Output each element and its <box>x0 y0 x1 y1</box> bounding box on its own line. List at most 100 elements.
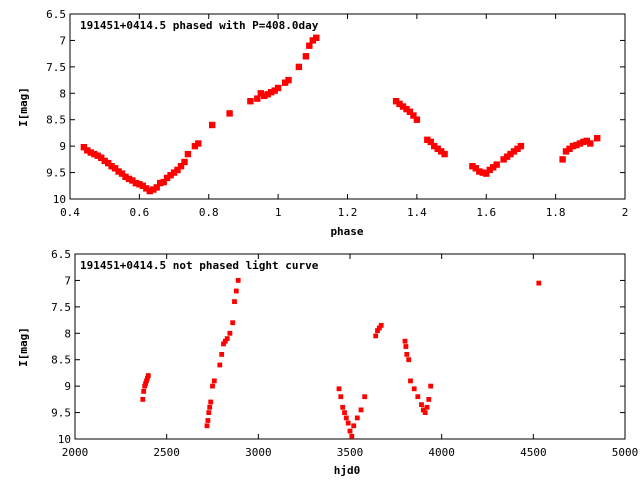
data-point <box>438 148 445 155</box>
data-point <box>226 110 233 117</box>
data-point <box>378 323 384 328</box>
data-point <box>271 87 278 94</box>
data-point <box>483 170 490 177</box>
data-point <box>402 338 408 344</box>
data-point <box>415 394 421 400</box>
plot-frame <box>69 13 626 200</box>
x-tick-label: 0.8 <box>199 206 219 219</box>
data-point <box>362 394 368 400</box>
x-tick-label: 2 <box>622 206 629 219</box>
data-point <box>306 42 313 49</box>
data-point <box>281 79 289 86</box>
plot-frame <box>74 253 626 440</box>
data-point <box>235 278 241 283</box>
data-point <box>219 352 225 357</box>
data-point <box>408 378 413 384</box>
data-point <box>345 420 351 426</box>
data-point <box>403 344 409 349</box>
data-point <box>80 144 88 151</box>
data-point <box>146 187 153 195</box>
data-point <box>143 381 148 386</box>
x-axis: 2000 2500 3000 3500 4000 4500 5000 <box>62 254 639 459</box>
data-point <box>153 184 160 191</box>
data-point <box>210 383 215 389</box>
data-point <box>204 423 210 429</box>
y-axis: 6.5 7 7.5 8 8.5 9 9.5 10 <box>46 8 625 206</box>
data-point <box>139 182 146 189</box>
x-axis: 0.4 0.6 0.8 1 1.2 1.4 1.6 1.8 2 <box>60 14 628 219</box>
data-point <box>143 185 150 192</box>
data-point <box>500 156 507 163</box>
data-point <box>427 138 434 146</box>
y-tick-label: 9 <box>59 140 66 153</box>
y-tick-label: 7 <box>64 274 71 287</box>
data-point <box>426 397 432 402</box>
y-tick-label: 6.5 <box>46 8 66 21</box>
data-point <box>105 159 112 167</box>
data-point <box>424 136 431 143</box>
data-point <box>404 352 410 357</box>
data-point <box>84 147 91 154</box>
data-point <box>195 140 202 147</box>
data-point <box>94 152 101 159</box>
data-point <box>507 150 514 158</box>
data-point <box>580 138 587 146</box>
data-point <box>576 140 584 147</box>
data-point <box>410 112 417 119</box>
y-tick-label: 10 <box>53 193 66 206</box>
data-point <box>247 98 254 105</box>
data-point <box>285 76 292 84</box>
data-point <box>207 404 213 410</box>
data-point <box>340 404 346 410</box>
data-point <box>233 288 239 294</box>
data-point <box>211 378 217 384</box>
data-point <box>132 179 140 187</box>
y-tick-label: 9.5 <box>46 167 66 180</box>
y-tick-label: 7.5 <box>51 301 71 314</box>
data-point <box>174 166 181 174</box>
data-point <box>91 150 98 158</box>
data-point <box>587 140 594 147</box>
data-point <box>424 404 430 410</box>
data-point <box>115 168 122 175</box>
data-point <box>486 166 493 174</box>
data-point <box>342 410 347 415</box>
y-tick-label: 8.5 <box>51 354 71 367</box>
data-point <box>136 181 143 188</box>
data-point <box>254 95 261 102</box>
data-point <box>476 168 483 175</box>
data-point <box>125 175 133 183</box>
data-point <box>302 53 310 60</box>
data-point <box>536 280 542 286</box>
data-point <box>358 407 364 413</box>
data-point <box>160 178 167 186</box>
data-point <box>392 98 400 105</box>
data-point <box>431 142 438 150</box>
data-point <box>145 375 150 381</box>
data-point <box>413 116 421 123</box>
y-axis-label: I[mag] <box>17 87 30 127</box>
data-point <box>163 174 171 182</box>
y-axis-label: I[mag] <box>17 327 30 367</box>
data-point <box>573 141 580 149</box>
data-point <box>376 325 382 331</box>
data-point <box>490 164 497 171</box>
data-point <box>343 415 349 421</box>
data-point <box>224 336 230 341</box>
data-point <box>434 145 441 152</box>
data-point <box>354 415 360 421</box>
data-point <box>493 161 500 168</box>
data-point <box>177 163 185 170</box>
data-point <box>347 428 353 434</box>
data-point <box>406 357 412 363</box>
x-axis-label: phase <box>330 225 363 238</box>
data-point <box>111 165 119 172</box>
x-tick-label: 5000 <box>612 446 639 459</box>
data-point <box>375 328 380 333</box>
data-point <box>503 153 511 160</box>
data-point <box>479 169 486 176</box>
x-tick-label: 1 <box>275 206 282 219</box>
y-tick-label: 8.5 <box>46 114 66 127</box>
data-point <box>227 330 233 336</box>
